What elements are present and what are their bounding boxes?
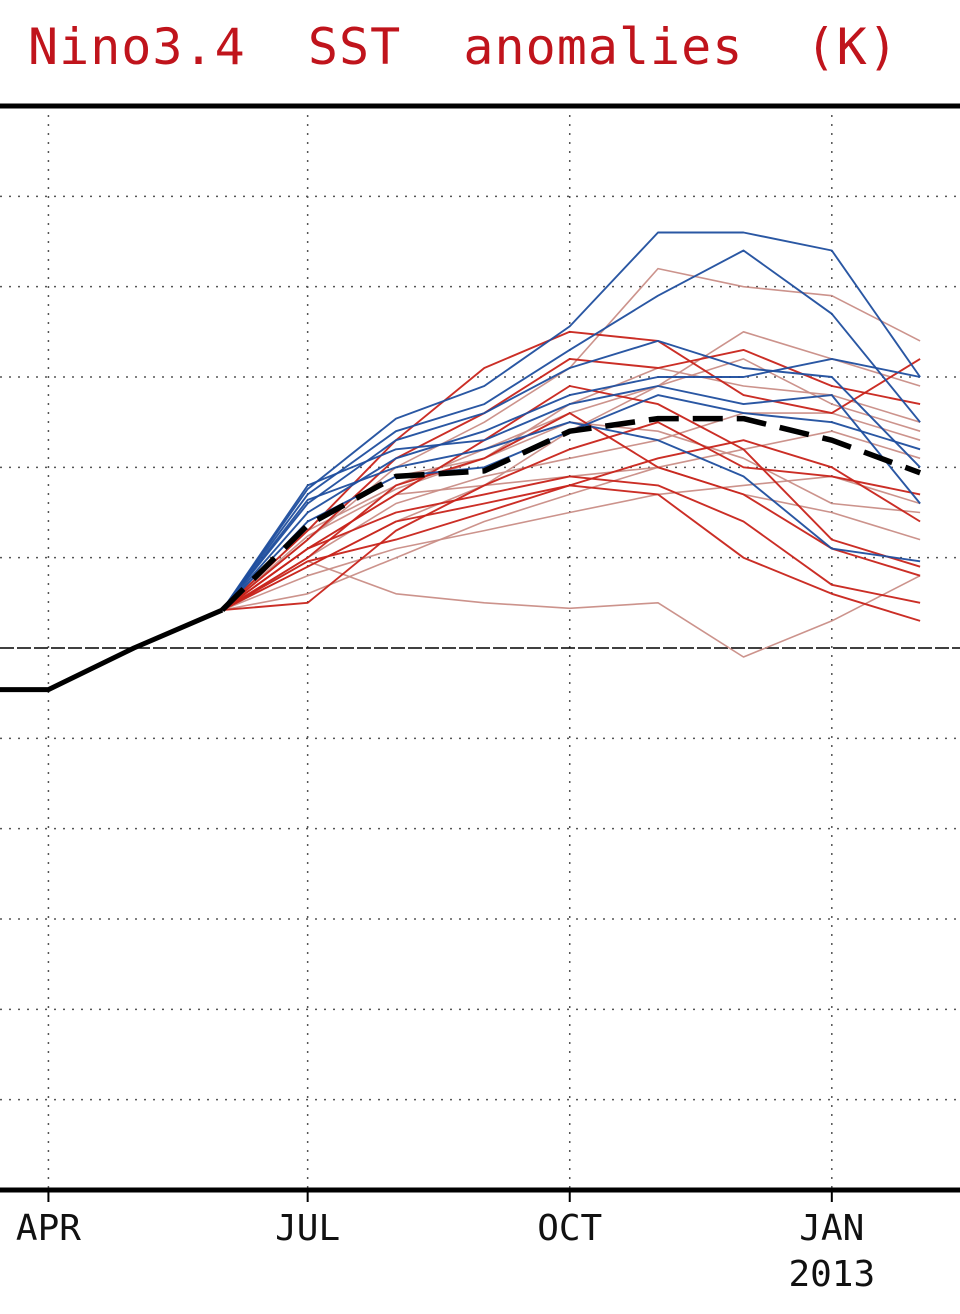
x-tick-label: JUL xyxy=(275,1208,340,1249)
ensemble-member-line xyxy=(221,475,921,611)
ensemble-member-line xyxy=(221,412,921,611)
ensemble-member-line xyxy=(221,560,921,658)
ensemble-member-line xyxy=(221,357,921,611)
ensemble-member-line xyxy=(221,330,921,611)
observed-line xyxy=(0,607,224,693)
ensemble-member-line xyxy=(221,385,921,611)
x-tick-label: APR xyxy=(16,1208,81,1249)
forecast-mean-line xyxy=(220,415,922,613)
ensemble-member-line xyxy=(221,267,921,611)
ensemble-member-line xyxy=(221,484,921,622)
x-tick-sublabel: 2013 xyxy=(788,1254,875,1295)
chart-title: Nino3.4 SST anomalies (K) xyxy=(28,18,899,76)
ensemble-member-line xyxy=(222,421,921,612)
ensemble-member-line xyxy=(221,439,921,611)
ensemble-member-line xyxy=(222,430,921,611)
x-tick-label: OCT xyxy=(537,1208,602,1249)
ensemble-member-line xyxy=(221,339,921,611)
ensemble-member-line xyxy=(221,394,921,611)
x-tick-label: JAN xyxy=(799,1208,864,1249)
ensemble-member-line xyxy=(221,421,921,611)
ensemble-member-line xyxy=(221,231,921,611)
ensemble-member-line xyxy=(221,412,921,611)
ensemble-member-line xyxy=(221,475,921,611)
ensemble-member-line xyxy=(221,385,921,611)
